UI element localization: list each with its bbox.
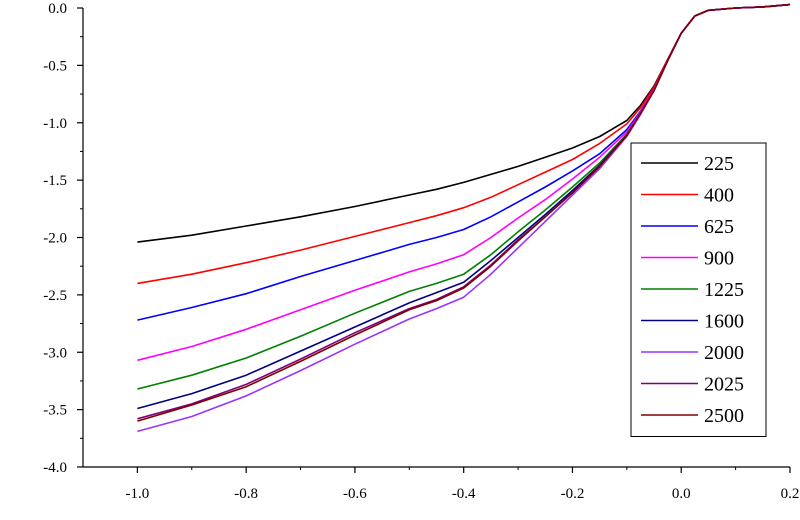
y-tick-label: -2.0 (43, 231, 67, 247)
x-tick-label: -0.6 (343, 486, 367, 502)
legend-label: 2000 (704, 342, 744, 364)
y-tick-label: -4.0 (43, 460, 67, 476)
x-tick-label: -0.4 (452, 486, 476, 502)
legend: 225 400 625 900 1225 1600 2000 2025 2500 (630, 142, 767, 437)
legend-label: 625 (704, 216, 734, 238)
y-tick-label: 0.0 (48, 1, 67, 17)
y-tick-label: -3.5 (43, 403, 67, 419)
legend-label: 400 (704, 185, 734, 207)
y-tick-label: -0.5 (43, 58, 67, 74)
legend-label: 225 (704, 153, 734, 175)
legend-label: 1600 (704, 311, 744, 333)
y-tick-label: -2.5 (43, 288, 67, 304)
x-tick-label: -0.2 (561, 486, 585, 502)
axes: 0.0 -0.5 -1.0 -1.5 -2.0 -2.5 -3.0 -3.5 -4.0 -1.0 -… (43, 1, 799, 502)
legend-label: 2025 (704, 374, 744, 396)
legend-label: 900 (704, 248, 734, 270)
series-layer (137, 3, 791, 433)
legend-label: 1225 (704, 279, 744, 301)
y-tick-label: -1.0 (43, 116, 67, 132)
x-tick-label: -0.8 (234, 486, 258, 502)
y-tick-label: -3.0 (43, 345, 67, 361)
y-tick-label: -1.5 (43, 173, 67, 189)
x-tick-label: 0.2 (781, 486, 800, 502)
x-tick-label: -1.0 (126, 486, 150, 502)
legend-label: 2500 (704, 405, 744, 427)
series-line-2500 (137, 3, 791, 422)
x-tick-label: 0.0 (672, 486, 691, 502)
